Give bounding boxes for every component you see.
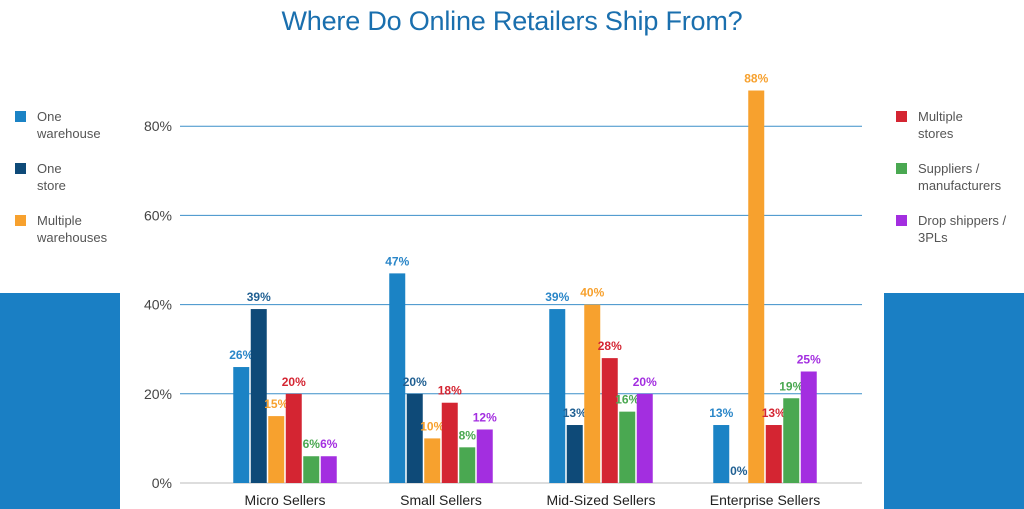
legend-swatch-drop-shippers bbox=[896, 215, 907, 226]
legend-item-multiple-warehouses: Multiple warehouses bbox=[15, 212, 145, 246]
legend-item-one-store: One store bbox=[15, 160, 145, 194]
data-label: 88% bbox=[744, 72, 768, 86]
data-label: 13% bbox=[563, 406, 587, 420]
y-tick-label: 40% bbox=[144, 297, 172, 313]
bar bbox=[601, 358, 618, 483]
data-label: 39% bbox=[545, 290, 569, 304]
data-label: 18% bbox=[438, 384, 462, 398]
legend-label: Multiple stores bbox=[918, 109, 963, 141]
bar bbox=[303, 456, 320, 483]
bar bbox=[584, 304, 601, 483]
data-label: 0% bbox=[730, 464, 748, 478]
bar bbox=[783, 398, 800, 483]
data-label: 13% bbox=[709, 406, 733, 420]
data-label: 13% bbox=[762, 406, 786, 420]
bar bbox=[748, 90, 765, 484]
chart-title: Where Do Online Retailers Ship From? bbox=[281, 6, 743, 36]
data-label: 20% bbox=[633, 375, 657, 389]
bar bbox=[424, 438, 441, 483]
data-label: 20% bbox=[403, 375, 427, 389]
bar bbox=[389, 273, 406, 483]
background-band-left bbox=[0, 293, 120, 509]
legend-item-one-warehouse: One warehouse bbox=[15, 108, 145, 142]
data-label: 6% bbox=[320, 437, 338, 451]
bar bbox=[285, 393, 302, 483]
legend-item-drop-shippers: Drop shippers / 3PLs bbox=[896, 212, 1024, 246]
data-label: 8% bbox=[459, 428, 477, 442]
data-label: 6% bbox=[303, 437, 321, 451]
y-tick-label: 20% bbox=[144, 386, 172, 402]
legend-swatch-one-store bbox=[15, 163, 26, 174]
bar bbox=[800, 371, 817, 483]
bar bbox=[765, 425, 782, 483]
legend-item-suppliers: Suppliers / manufacturers bbox=[896, 160, 1024, 194]
bar bbox=[549, 309, 566, 483]
bar bbox=[250, 309, 267, 483]
y-tick-label: 0% bbox=[152, 475, 172, 491]
data-label: 26% bbox=[229, 348, 253, 362]
legend-label: Drop shippers / 3PLs bbox=[918, 213, 1007, 245]
legend-label: One store bbox=[37, 161, 66, 193]
legend-swatch-multiple-warehouses bbox=[15, 215, 26, 226]
data-label: 39% bbox=[247, 290, 271, 304]
x-tick-label: Mid-Sized Sellers bbox=[547, 492, 656, 508]
data-label: 15% bbox=[264, 397, 288, 411]
y-tick-label: 80% bbox=[144, 118, 172, 134]
data-label: 40% bbox=[580, 286, 604, 300]
data-label: 47% bbox=[385, 254, 409, 268]
data-label: 12% bbox=[473, 410, 497, 424]
bar bbox=[406, 393, 423, 483]
x-tick-label: Enterprise Sellers bbox=[710, 492, 821, 508]
bar bbox=[713, 425, 730, 483]
legend-label: Multiple warehouses bbox=[37, 213, 108, 245]
legend-item-multiple-stores: Multiple stores bbox=[896, 108, 1024, 142]
x-tick-label: Micro Sellers bbox=[245, 492, 326, 508]
bar bbox=[566, 425, 583, 483]
legend-label: Suppliers / manufacturers bbox=[918, 161, 1002, 193]
bar bbox=[636, 393, 653, 483]
bar bbox=[320, 456, 337, 483]
bar bbox=[268, 416, 285, 483]
data-label: 20% bbox=[282, 375, 306, 389]
legend-swatch-suppliers bbox=[896, 163, 907, 174]
data-label: 10% bbox=[420, 419, 444, 433]
bar bbox=[441, 402, 458, 483]
legend-swatch-multiple-stores bbox=[896, 111, 907, 122]
bar bbox=[233, 367, 250, 483]
bar bbox=[476, 429, 493, 483]
data-label: 25% bbox=[797, 353, 821, 367]
bar bbox=[459, 447, 476, 483]
data-label: 19% bbox=[779, 379, 803, 393]
y-tick-label: 60% bbox=[144, 207, 172, 223]
background-band-right bbox=[884, 293, 1024, 509]
legend-label: One warehouse bbox=[37, 109, 101, 141]
data-label: 28% bbox=[598, 339, 622, 353]
x-tick-label: Small Sellers bbox=[400, 492, 482, 508]
data-label: 16% bbox=[615, 393, 639, 407]
legend-swatch-one-warehouse bbox=[15, 111, 26, 122]
bar bbox=[619, 411, 636, 483]
